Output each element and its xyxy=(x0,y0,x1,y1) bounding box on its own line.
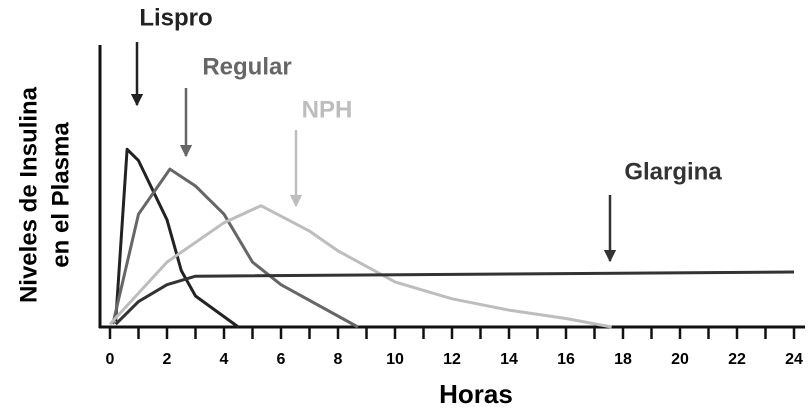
y-axis-label: en el Plasma xyxy=(47,122,74,268)
x-tick-label: 0 xyxy=(106,351,115,368)
x-tick-label: 14 xyxy=(500,351,518,368)
y-axis-label: Niveles de Insulina xyxy=(15,86,42,303)
x-tick-label: 16 xyxy=(557,351,575,368)
x-tick-label: 4 xyxy=(220,351,229,368)
x-tick-label: 10 xyxy=(386,351,404,368)
x-tick-label: 20 xyxy=(671,351,689,368)
x-tick-label: 12 xyxy=(443,351,461,368)
x-tick-label: 6 xyxy=(277,351,286,368)
series-label: Glargina xyxy=(624,158,722,185)
x-tick-label: 24 xyxy=(785,351,803,368)
series-label: Lispro xyxy=(139,4,212,31)
series-line xyxy=(111,167,359,329)
annotation-arrows xyxy=(130,42,617,263)
x-tick-label: 8 xyxy=(334,351,343,368)
series-label: Regular xyxy=(202,53,291,80)
series-label: NPH xyxy=(302,96,353,123)
series-line xyxy=(108,204,612,329)
x-tick-label: 18 xyxy=(614,351,632,368)
x-tick-label: 22 xyxy=(728,351,746,368)
x-axis-label: Horas xyxy=(439,379,513,409)
series-line xyxy=(114,147,240,329)
series-line xyxy=(114,270,795,326)
x-tick-label: 2 xyxy=(163,351,172,368)
